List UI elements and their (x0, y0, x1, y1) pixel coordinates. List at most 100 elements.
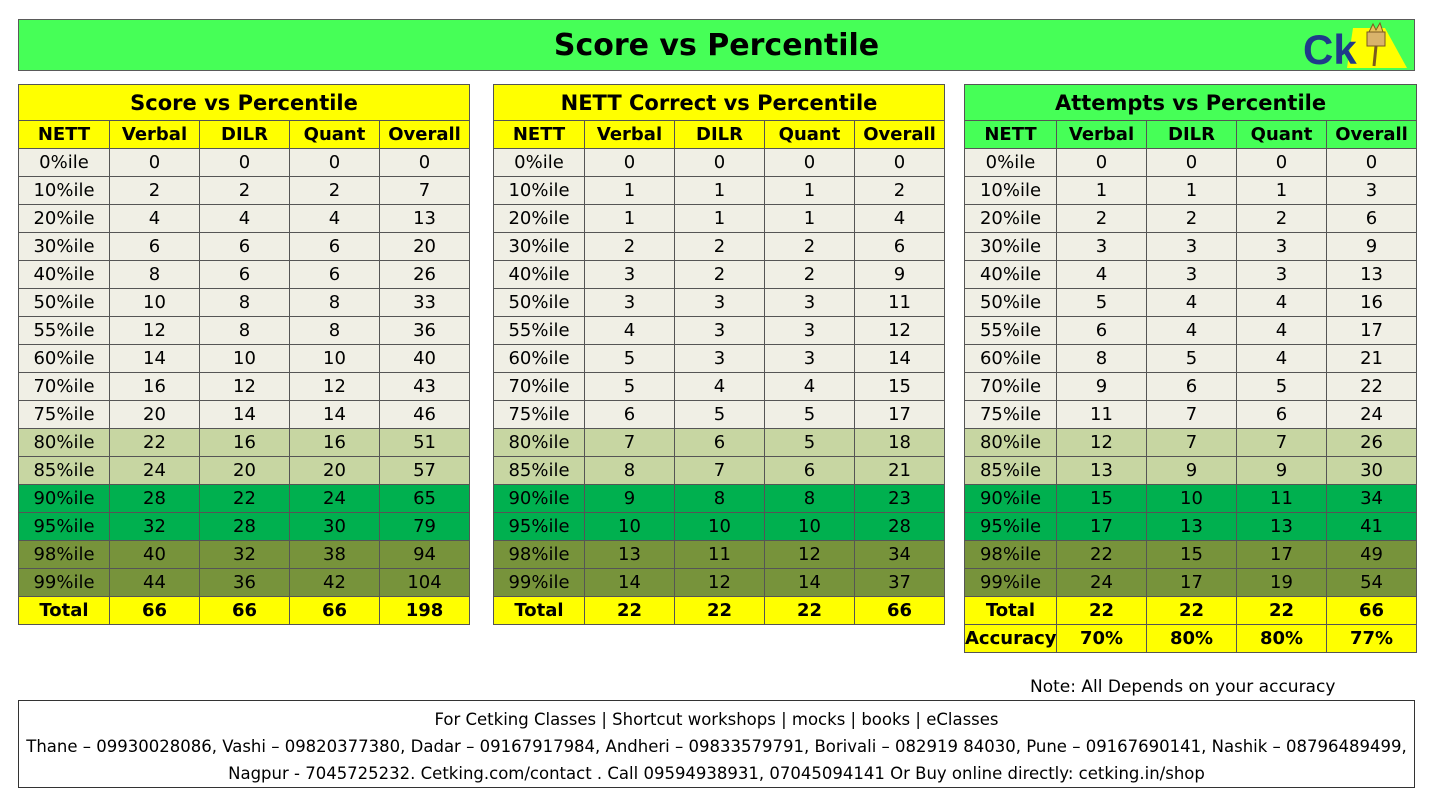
table-cell: 17 (1056, 512, 1147, 541)
table-cell: 12 (199, 372, 290, 401)
table-row: 20%ile 4 4 4 13 (18, 204, 471, 233)
column-header: Quant (764, 120, 855, 149)
table-cell: 9 (853, 260, 946, 289)
total-cell: 22 (1236, 596, 1327, 625)
table-cell: 0 (378, 148, 471, 177)
table-cell: 7 (674, 456, 765, 485)
table-cell: 14 (764, 568, 855, 597)
table-cell: 13 (1056, 456, 1147, 485)
table-title: Attempts vs Percentile (963, 84, 1418, 121)
table-cell: 2 (289, 176, 380, 205)
table-cell: 16 (1325, 288, 1418, 317)
cetking-logo-icon: Ck (1303, 22, 1407, 68)
table-cell: 26 (378, 260, 471, 289)
table-cell: 4 (853, 204, 946, 233)
table-cell: 57 (378, 456, 471, 485)
table-row: 20%ile 1 1 1 4 (493, 204, 946, 233)
table-cell: 3 (584, 260, 675, 289)
table-cell: 6 (1325, 204, 1418, 233)
table-cell: 11 (674, 540, 765, 569)
table-cell: 16 (199, 428, 290, 457)
table-cell: 12 (674, 568, 765, 597)
table-cell: 3 (1325, 176, 1418, 205)
row-label: 30%ile (18, 232, 110, 261)
table-cell: 8 (584, 456, 675, 485)
table-cell: 3 (584, 288, 675, 317)
column-header-row: NETT Verbal DILR Quant Overall (964, 120, 1418, 149)
table-row: 50%ile 3 3 3 11 (493, 288, 946, 317)
column-header: Verbal (584, 120, 675, 149)
accuracy-cell: 80% (1236, 624, 1327, 653)
total-cell: Total (493, 596, 585, 625)
table-cell: 49 (1325, 540, 1418, 569)
table-title: Score vs Percentile (17, 84, 471, 121)
table-row: 0%ile 0 0 0 0 (18, 148, 471, 177)
table-row: 98%ile 40 32 38 94 (18, 540, 471, 569)
table-cell: 20 (199, 456, 290, 485)
total-cell: 22 (1056, 596, 1147, 625)
table-row: 85%ile 8 7 6 21 (493, 456, 946, 485)
row-label: 70%ile (18, 372, 110, 401)
column-header: NETT (18, 120, 110, 149)
table-row: 99%ile 44 36 42 104 (18, 568, 471, 597)
table-cell: 10 (674, 512, 765, 541)
table-cell: 34 (853, 540, 946, 569)
table-cell: 5 (1146, 344, 1237, 373)
total-cell: 22 (584, 596, 675, 625)
total-cell: Total (964, 596, 1057, 625)
table-cell: 1 (1236, 176, 1327, 205)
row-label: 60%ile (493, 344, 585, 373)
row-label: 75%ile (964, 400, 1057, 429)
total-cell: 66 (109, 596, 200, 625)
table-cell: 10 (584, 512, 675, 541)
table-title: NETT Correct vs Percentile (492, 84, 946, 121)
column-header-row: NETT Verbal DILR Quant Overall (493, 120, 946, 149)
table-cell: 1 (584, 176, 675, 205)
table-cell: 17 (1236, 540, 1327, 569)
table-cell: 3 (764, 316, 855, 345)
table-cell: 15 (1056, 484, 1147, 513)
row-label: 85%ile (18, 456, 110, 485)
table-cell: 15 (1146, 540, 1237, 569)
nett-correct-table: NETT Correct vs Percentile NETT Verbal DILR… (492, 84, 946, 625)
table-cell: 2 (584, 232, 675, 261)
table-row: 50%ile 10 8 8 33 (18, 288, 471, 317)
row-label: 0%ile (18, 148, 110, 177)
table-cell: 41 (1325, 512, 1418, 541)
table-row: 80%ile 22 16 16 51 (18, 428, 471, 457)
table-cell: 6 (1146, 372, 1237, 401)
table-cell: 3 (674, 344, 765, 373)
column-header: DILR (674, 120, 765, 149)
table-row: 30%ile 3 3 3 9 (964, 232, 1418, 261)
table-row: 75%ile 6 5 5 17 (493, 400, 946, 429)
table-cell: 30 (289, 512, 380, 541)
table-cell: 22 (109, 428, 200, 457)
table-cell: 13 (1325, 260, 1418, 289)
table-cell: 24 (289, 484, 380, 513)
table-cell: 40 (378, 344, 471, 373)
table-cell: 4 (289, 204, 380, 233)
row-label: 40%ile (964, 260, 1057, 289)
row-label: 10%ile (964, 176, 1057, 205)
table-cell: 44 (109, 568, 200, 597)
table-cell: 65 (378, 484, 471, 513)
table-cell: 3 (1056, 232, 1147, 261)
table-row: 75%ile 20 14 14 46 (18, 400, 471, 429)
table-cell: 38 (289, 540, 380, 569)
table-cell: 23 (853, 484, 946, 513)
table-cell: 17 (853, 400, 946, 429)
table-cell: 4 (199, 204, 290, 233)
table-cell: 1 (764, 204, 855, 233)
row-label: 98%ile (493, 540, 585, 569)
row-label: 95%ile (493, 512, 585, 541)
table-cell: 6 (853, 232, 946, 261)
table-row: 50%ile 5 4 4 16 (964, 288, 1418, 317)
table-cell: 5 (764, 400, 855, 429)
table-cell: 24 (109, 456, 200, 485)
table-row: 20%ile 2 2 2 6 (964, 204, 1418, 233)
table-cell: 15 (853, 372, 946, 401)
table-row: 85%ile 13 9 9 30 (964, 456, 1418, 485)
row-label: 70%ile (964, 372, 1057, 401)
total-cell: 66 (1325, 596, 1418, 625)
table-cell: 1 (1146, 176, 1237, 205)
